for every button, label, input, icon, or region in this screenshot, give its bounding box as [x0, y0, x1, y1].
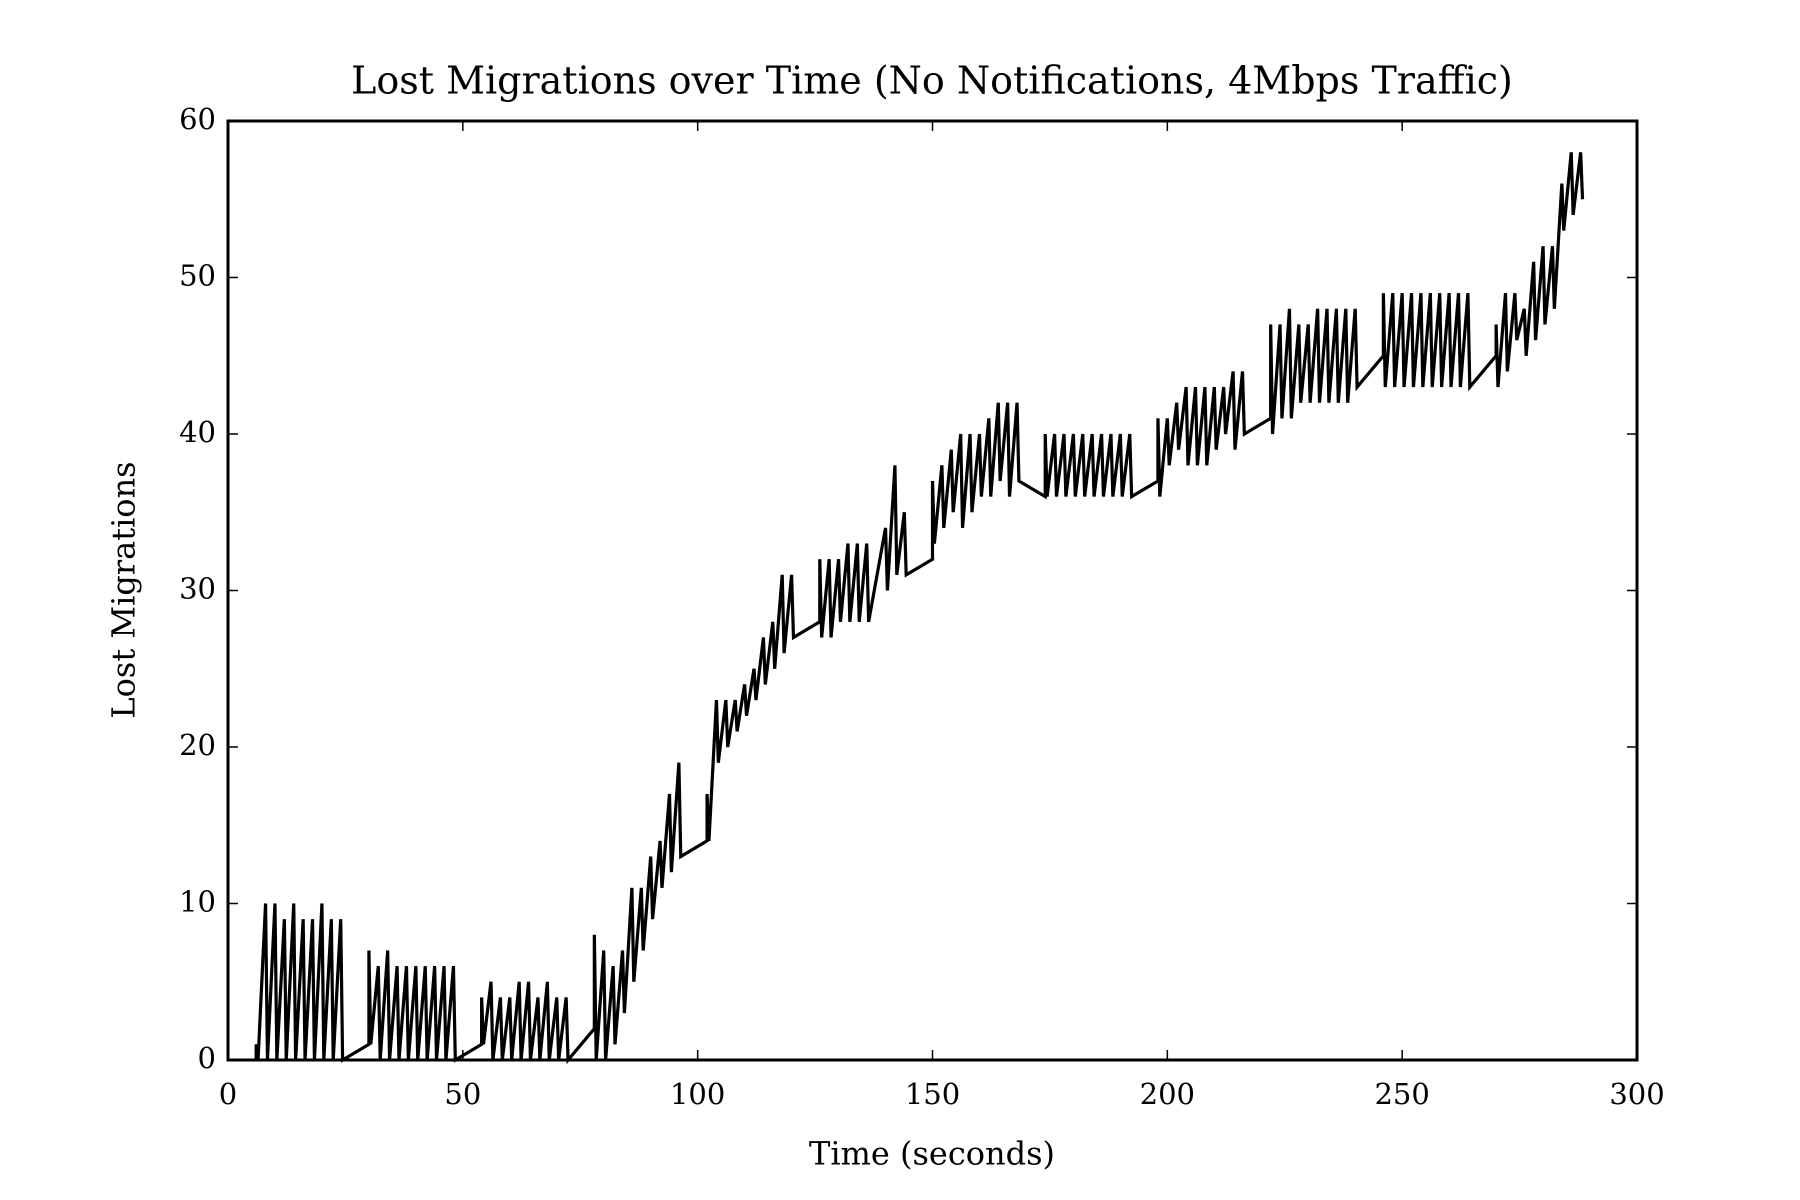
- x-tick-label: 200: [1140, 1077, 1195, 1111]
- y-tick-label: 40: [179, 415, 216, 449]
- plot-frame: [226, 119, 1639, 1062]
- data-line: [254, 152, 1585, 1065]
- y-tick-label: 20: [179, 728, 216, 762]
- y-axis-label: Lost Migrations: [105, 461, 143, 718]
- x-tick-label: 50: [444, 1077, 481, 1111]
- y-tick-label: 10: [179, 885, 216, 919]
- chart-title: Lost Migrations over Time (No Notificati…: [351, 59, 1513, 103]
- x-tick-label: 0: [219, 1077, 237, 1111]
- y-tick-label: 60: [179, 102, 216, 136]
- x-tick-label: 100: [670, 1077, 725, 1111]
- x-axis-label: Time (seconds): [809, 1135, 1055, 1173]
- y-tick-label: 50: [179, 259, 216, 293]
- x-tick-label: 300: [1609, 1077, 1664, 1111]
- y-tick-label: 0: [198, 1041, 216, 1075]
- x-tick-label: 150: [905, 1077, 960, 1111]
- y-tick-label: 30: [179, 572, 216, 606]
- x-tick-label: 250: [1374, 1077, 1429, 1111]
